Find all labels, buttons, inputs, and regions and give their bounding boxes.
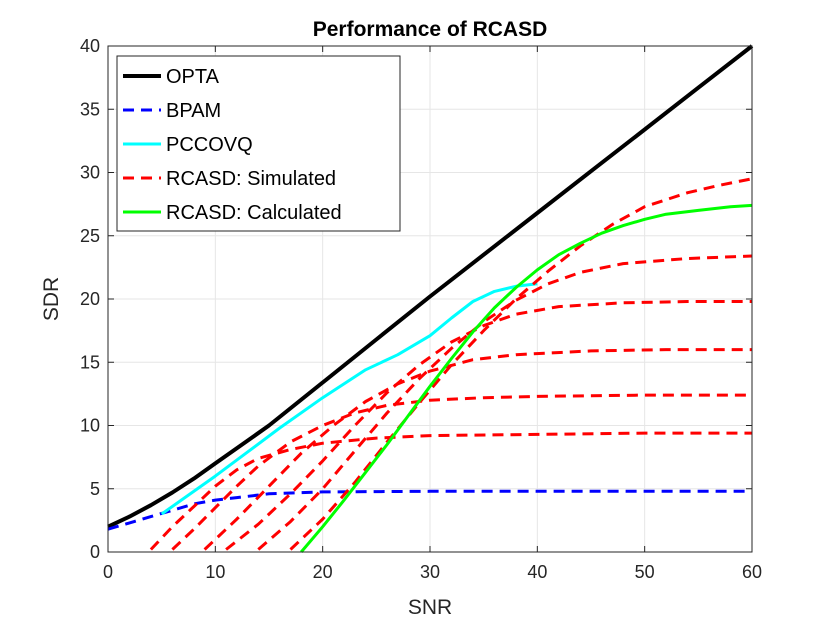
y-tick-label: 25 [80,226,100,246]
chart-title: Performance of RCASD [313,18,548,41]
series-line-rcasd-simulated-6 [289,177,753,551]
x-axis-label: SNR [408,596,452,619]
y-tick-label: 15 [80,352,100,372]
legend-label-pccovq: PCCOVQ [166,134,253,156]
series-line-pccovq [160,282,538,516]
legend-box [116,55,401,232]
series-line-rcasd-simulated-2 [171,393,752,551]
y-tick-label: 40 [80,36,100,56]
series-line-rcasd-calculated [300,203,753,553]
y-tick-label: 35 [80,99,100,119]
x-tick-label: 30 [420,562,440,582]
y-tick-label: 5 [90,479,100,499]
series-line-rcasd-simulated-1 [149,431,752,551]
axis-ticks: 0 10 20 30 40 50 60 0 5 10 15 20 25 30 35 40 [80,36,762,582]
legend-label-calculated: RCASD: Calculated [166,202,342,224]
x-tick-label: 10 [205,562,225,582]
legend-label-simulated: RCASD: Simulated [166,168,336,190]
series-line-opta [107,44,754,529]
legend: OPTA BPAM PCCOVQ RCASD: Simulated RCASD: Cal… [116,55,401,232]
x-tick-label: 0 [103,562,113,582]
x-tick-label: 40 [527,562,547,582]
series-layer [107,44,754,553]
y-axis-label: SDR [40,277,63,321]
legend-label-bpam: BPAM [166,100,221,122]
y-tick-label: 20 [80,289,100,309]
y-tick-label: 0 [90,542,100,562]
y-tick-label: 10 [80,416,100,436]
x-tick-label: 60 [742,562,762,582]
x-tick-label: 50 [635,562,655,582]
series-line-bpam [107,489,752,531]
series-line-rcasd-simulated-5 [257,254,753,551]
series-line-rcasd-simulated-4 [225,300,752,551]
x-tick-label: 20 [313,562,333,582]
legend-label-opta: OPTA [166,66,220,88]
y-tick-label: 30 [80,163,100,183]
